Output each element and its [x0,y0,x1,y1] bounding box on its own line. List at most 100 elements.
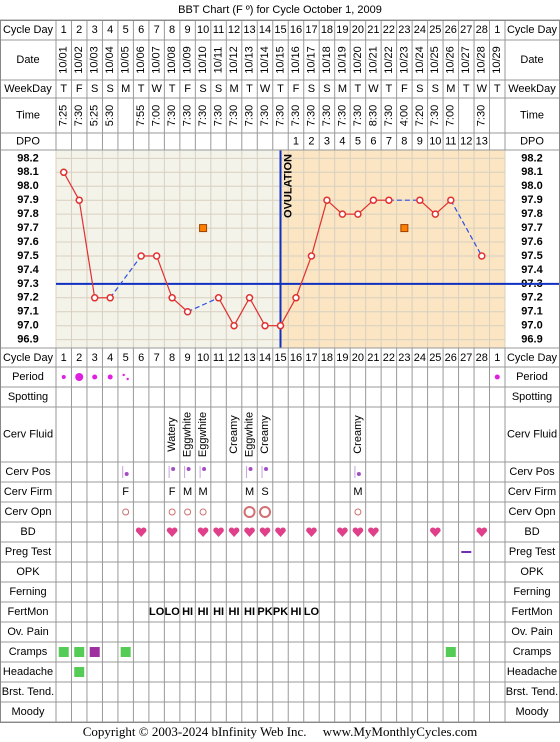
y-tick-label: 97.7 [17,222,38,234]
cycle_days-cell: 1 [61,24,67,36]
weekdays-cell: S [215,83,222,95]
cycle_days-cell: 10 [197,352,209,364]
cycle_days-cell: 18 [321,352,333,364]
row-label: Ferning [513,586,550,598]
y-tick-label: 97.9 [521,194,542,206]
dates-cell: 10/05 [120,46,132,74]
row-value: HI [182,606,193,618]
times-cell: 4:00 [398,105,410,126]
cycle_days-cell: 25 [429,24,441,36]
cycle_days-cell: 22 [383,352,395,364]
cycle_days-cell: 6 [138,352,144,364]
row-label: Headache [507,666,557,678]
weekdays-cell: T [463,83,470,95]
cycle_days-cell: 18 [321,24,333,36]
cycle_days-cell: 24 [414,24,426,36]
cycle_days-cell: 23 [398,24,410,36]
cerv-pos-dot [171,467,176,471]
row-value: M [353,486,362,498]
temp-segment [249,297,266,326]
row-value: F [122,486,129,498]
dates-cell: 10/29 [491,46,503,74]
y-tick-label: 97.2 [521,292,542,304]
temp-point [59,168,68,177]
row-label: Cycle Day [3,24,54,36]
cerv-opn [168,508,176,516]
temp-point [338,210,347,218]
cycle_days-cell: 22 [383,24,395,36]
dpo-cell: 5 [355,135,361,147]
row-label: BD [524,526,539,538]
cerv-pos-dot [248,467,253,471]
gap-segment [109,255,142,299]
cycle_days-cell: 28 [476,24,488,36]
cerv-pos-dot [356,472,361,476]
times-cell: 7:30 [321,105,333,126]
bd-heart [476,527,488,537]
temp-point [323,196,331,204]
row-value: Creamy [352,415,364,454]
times-cell: 7:00 [151,105,163,126]
footer: Copyright © 2003-2024 bInfinity Web Inc.… [83,724,477,739]
headache-box [74,667,85,677]
cycle_days-cell: 2 [76,24,82,36]
weekdays-cell: M [338,83,347,95]
cycle_days-cell: 11 [213,24,224,36]
cycle_days-cell: 10 [197,24,209,36]
y-tick-label: 97.9 [17,194,38,206]
cycle_days-cell: 28 [476,352,488,364]
cycle_days-cell: 26 [445,24,457,36]
row-value: PK [257,606,272,618]
dates-cell: 10/10 [197,46,209,74]
row-label: Spotting [512,391,552,403]
row-value: Eggwhite [182,412,194,457]
cycle_days-cell: 26 [445,352,457,364]
bd-heart [244,527,255,537]
cycle_days-cell: 7 [154,352,160,364]
row-label: Cramps [513,646,552,658]
cycle_days-cell: 14 [259,24,271,36]
cycle_days-cell: 1 [494,24,500,36]
weekdays-cell: S [432,83,439,95]
temp-segment [156,255,173,299]
dates-cell: 10/16 [290,46,302,74]
row-label: Cerv Pos [509,466,555,478]
cerv-opn [243,506,256,518]
weekdays-cell: W [151,83,162,95]
weekdays-cell: F [293,83,300,95]
y-tick-label: 97.7 [521,222,542,234]
dates-cell: 10/14 [259,46,271,74]
weekdays-cell: S [308,83,315,95]
row-label: WeekDay [4,83,52,95]
row-value: Eggwhite [197,412,209,457]
row-value: M [245,486,254,498]
times-cell: 7:20 [414,105,426,126]
dpo-cell: 12 [460,135,472,147]
y-tick-label: 97.6 [17,236,38,248]
times-cell: 7:30 [383,105,395,126]
times-cell: 7:55 [135,105,147,126]
dates-cell: 10/17 [305,46,317,74]
y-tick-label: 96.9 [17,334,38,346]
y-tick-label: 97.1 [17,306,38,318]
dates-cell: 10/12 [228,46,240,74]
row-label: Cerv Firm [4,486,52,498]
cramps-box [445,647,456,657]
row-value: HI [244,606,255,618]
dpo-cell: 7 [386,135,392,147]
row-value: HI [213,606,224,618]
weekdays-cell: T [494,83,501,95]
dates-cell: 10/23 [398,46,410,74]
dates-cell: 10/24 [414,46,426,74]
row-value: F [169,486,176,498]
row-label: OPK [520,566,544,578]
cerv-opn [184,508,192,516]
row-label: Time [520,109,544,121]
row-label: Brst. Tend. [506,686,558,698]
period-dot [92,374,98,380]
temp-point [385,196,393,204]
row-label: Cycle Day [507,24,558,36]
cycle_days-cell: 1 [61,352,67,364]
weekdays-cell: F [184,83,191,95]
